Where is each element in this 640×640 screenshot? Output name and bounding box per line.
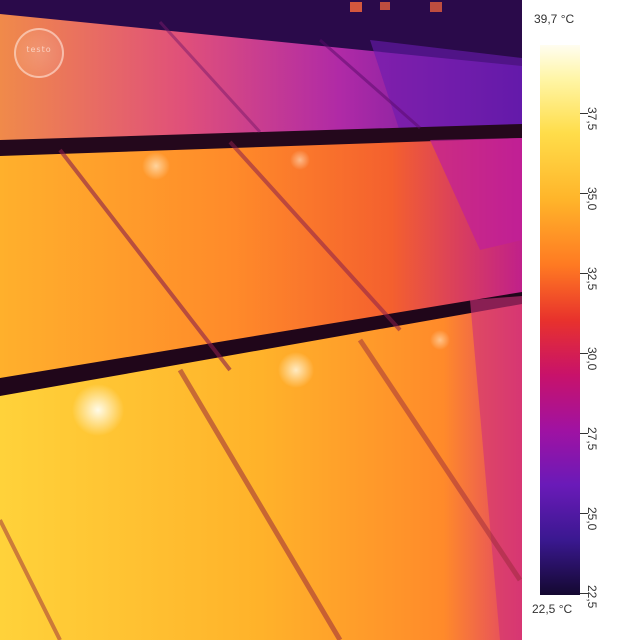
- panel-row-middle: [0, 138, 522, 382]
- tick-label: 30,0: [585, 347, 599, 371]
- panel-row-bottom-cool: [470, 296, 522, 640]
- tick-mark: [580, 513, 588, 514]
- tick-label: 25,0: [585, 507, 599, 531]
- tick-label: 32,5: [585, 267, 599, 291]
- thermal-image: testo: [0, 0, 522, 640]
- tick-label: 27,5: [585, 427, 599, 451]
- panel-gap-1: [0, 124, 522, 158]
- tick-mark: [580, 353, 588, 354]
- panel-row-top-cool: [370, 40, 522, 132]
- tick-label: 35,0: [585, 187, 599, 211]
- tick-mark: [580, 113, 588, 114]
- tick-mark: [580, 193, 588, 194]
- tick-mark: [580, 273, 588, 274]
- scale-max-label: 39,7 °C: [534, 12, 575, 26]
- testo-logo-seal: testo: [14, 28, 64, 78]
- tick-label: 22,5: [585, 585, 599, 609]
- tick-label: 37,5: [585, 107, 599, 131]
- panel-row-top: [0, 14, 522, 150]
- solar-panels-thermal: [0, 0, 522, 640]
- color-scale-bar: [540, 45, 580, 595]
- panel-row-middle-cool: [430, 138, 522, 250]
- scale-min-label: 22,5 °C: [532, 602, 573, 616]
- temperature-scale: 39,7 °C 37,5 35,0 32,5 30,0 27,5 25,0 22…: [522, 0, 640, 640]
- tick-mark: [580, 433, 588, 434]
- tick-mark: [580, 593, 588, 594]
